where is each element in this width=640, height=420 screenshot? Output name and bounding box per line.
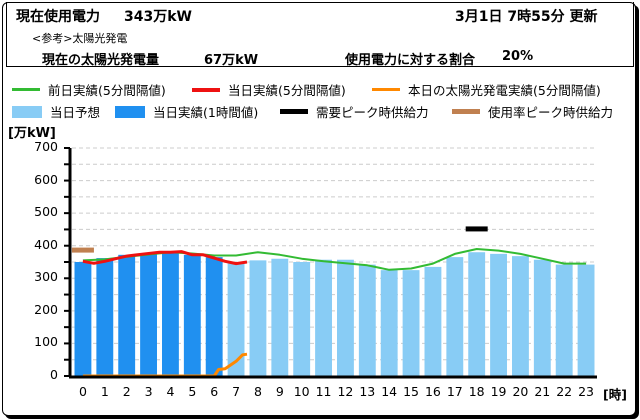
bar [227,262,245,376]
legend-item-prev-day: 前日実績(5分間隔値) [12,80,166,99]
y-tick-label: 600 [34,171,58,187]
legend-item-forecast: 当日予想 [12,102,100,121]
legend-item-today-hourly: 当日実績(1時間値) [115,102,258,121]
x-tick-label: 12 [337,384,354,399]
series-line [82,250,248,266]
x-tick-label: 22 [556,384,573,399]
x-tick-label: 4 [166,384,175,399]
blue-box-icon [115,105,145,118]
orange-line-icon [372,88,400,91]
y-tick-label: 300 [34,269,58,285]
solar-label: 現在の太陽光発電量 [42,53,160,68]
bar [293,262,311,376]
bar [358,264,376,376]
x-tick-label: 6 [210,384,219,399]
y-tick-label: 200 [34,301,58,317]
y-tick-label: 500 [34,204,58,220]
x-tick-label: 21 [534,384,551,399]
x-tick-label: 14 [381,384,398,399]
legend-label: 当日予想 [50,105,101,120]
ratio-label: 使用電力に対する割合 [345,53,476,68]
peak-marker [71,247,94,253]
bar [446,257,464,376]
current-usage-label: 現在使用電力 [16,9,100,25]
bar [74,262,92,376]
x-tick-label: 13 [359,384,376,399]
x-tick-label: 5 [188,384,197,399]
x-tick-label: 20 [512,384,529,399]
legend-label: 本日の太陽光発電実績(5分間隔値) [408,83,601,98]
x-tick-label: 23 [578,384,595,399]
bar [468,252,486,376]
peak-marker [465,226,488,232]
x-tick-label: 3 [144,384,153,399]
light-blue-box-icon [12,105,42,118]
x-tick-label: 0 [78,384,87,399]
y-tick-label: 0 [50,367,58,382]
current-usage-value: 343万kW [124,9,192,25]
bar [271,258,289,376]
brown-bar-icon [452,109,480,114]
x-tick-label: 1 [100,384,109,399]
legend-label: 需要ピーク時供給力 [316,105,429,120]
x-tick-label: 11 [315,384,332,399]
bar [118,254,136,376]
bar [140,253,157,376]
black-bar-icon [280,109,308,114]
x-tick-label: 7 [232,384,241,399]
bar [424,266,442,376]
bar [577,264,595,376]
y-tick-label: 700 [34,139,58,154]
red-line-icon [192,87,220,92]
bar [533,259,551,376]
x-tick-label: 15 [403,384,420,399]
legend-label: 当日実績(1時間値) [153,105,259,120]
x-axis-unit: [時] [603,387,627,402]
legend-item-demand-peak: 需要ピーク時供給力 [280,102,429,121]
bar [380,270,398,376]
bar [96,258,114,376]
legend-label: 当日実績(5分間隔値) [228,83,346,98]
x-tick-label: 17 [446,384,463,399]
bar [490,253,507,376]
legend-item-today-5min: 当日実績(5分間隔値) [192,80,346,99]
bar [402,270,420,376]
y-tick-label: 100 [34,334,58,350]
green-line-icon [12,88,40,91]
bar [337,259,354,376]
legend-label: 前日実績(5分間隔値) [48,83,166,98]
legend-label: 使用率ピーク時供給力 [488,105,614,120]
bar [315,259,332,376]
x-tick-label: 16 [424,384,441,399]
bar [512,256,529,376]
x-tick-label: 10 [293,384,310,399]
x-tick-label: 8 [253,384,262,399]
legend-item-usage-peak: 使用率ピーク時供給力 [452,102,613,121]
bar [555,264,573,376]
bar [249,260,267,376]
bar [183,254,201,376]
bar [162,252,179,376]
x-tick-label: 18 [468,384,485,399]
ratio-value: 20% [502,49,534,64]
y-tick-label: 400 [34,236,58,252]
update-time: 3月1日 7時55分 更新 [455,9,598,25]
solar-value: 67万kW [204,53,259,68]
reference-label: <参考>太陽光発電 [32,32,128,45]
bar [205,257,223,376]
x-tick-label: 9 [275,384,284,399]
header-box [6,2,634,67]
x-tick-label: 19 [490,384,507,399]
legend-item-solar: 本日の太陽光発電実績(5分間隔値) [372,80,601,99]
x-tick-label: 2 [122,384,131,399]
y-axis-unit: [万kW] [8,126,56,141]
